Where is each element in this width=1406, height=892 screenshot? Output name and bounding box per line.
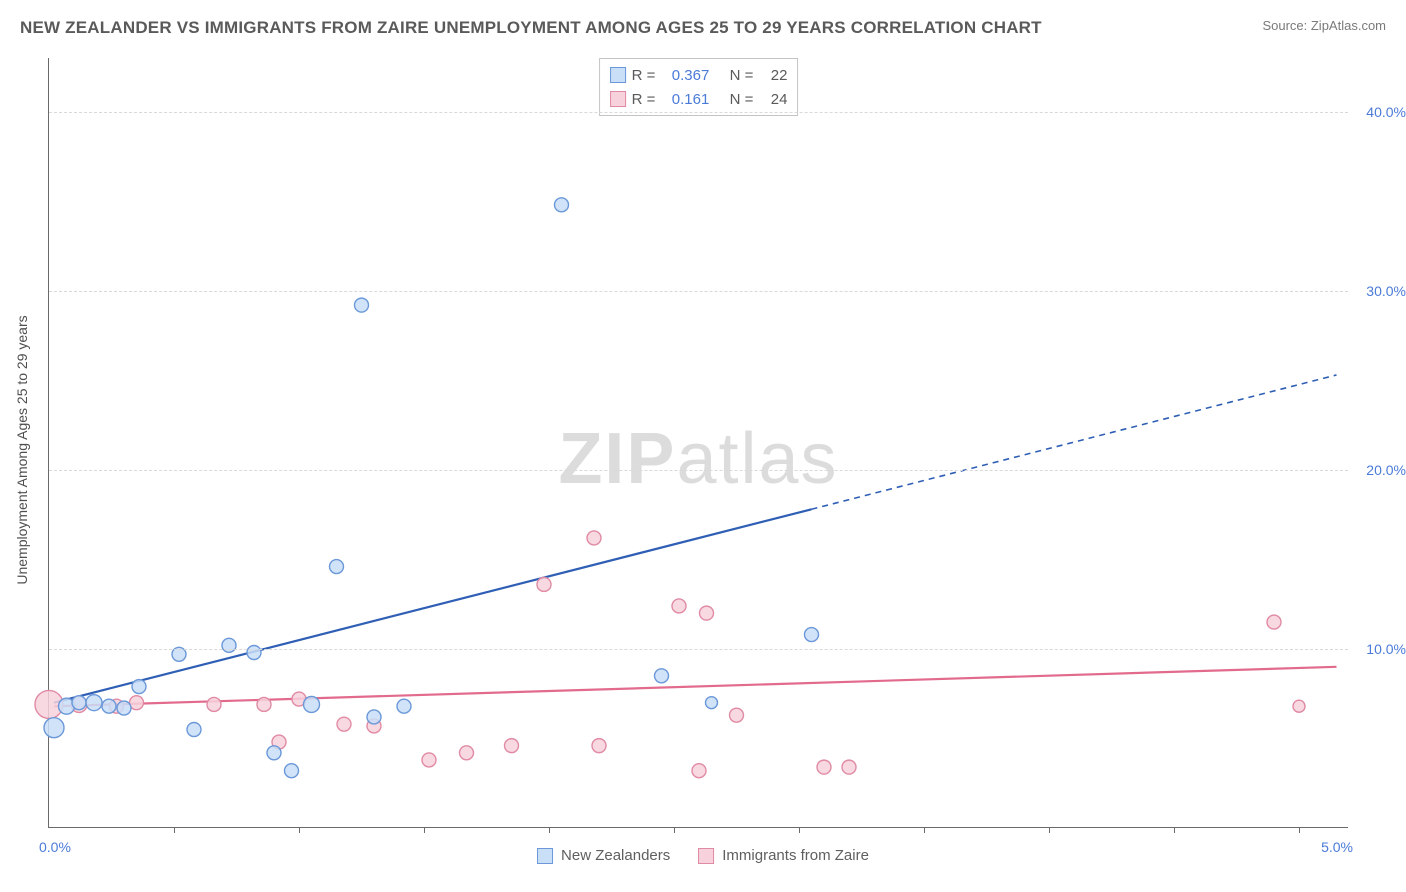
x-tick (1049, 827, 1050, 833)
x-tick (299, 827, 300, 833)
plot-area: ZIPatlas R = 0.367 N = 22 R = 0.161 N = … (48, 58, 1348, 828)
y-tick-label: 10.0% (1351, 641, 1406, 657)
x-origin-label: 0.0% (39, 839, 71, 855)
y-tick-label: 40.0% (1351, 104, 1406, 120)
x-tick (924, 827, 925, 833)
x-tick (1299, 827, 1300, 833)
legend-label-pink: Immigrants from Zaire (722, 847, 869, 864)
stats-row-pink: R = 0.161 N = 24 (610, 87, 788, 111)
n-value-blue: 22 (759, 67, 787, 84)
n-label-blue: N = (730, 67, 754, 84)
n-value-pink: 24 (759, 91, 787, 108)
r-value-blue: 0.367 (661, 67, 709, 84)
swatch-blue-icon (610, 67, 626, 83)
r-value-pink: 0.161 (661, 91, 709, 108)
legend-item-pink: Immigrants from Zaire (698, 847, 869, 864)
legend-label-blue: New Zealanders (561, 847, 670, 864)
y-axis-title: Unemployment Among Ages 25 to 29 years (14, 315, 30, 584)
y-tick-label: 30.0% (1351, 283, 1406, 299)
swatch-pink-icon (610, 91, 626, 107)
x-tick (174, 827, 175, 833)
series-legend: New Zealanders Immigrants from Zaire (537, 847, 869, 864)
x-tick (424, 827, 425, 833)
x-tick (1174, 827, 1175, 833)
chart-container: Unemployment Among Ages 25 to 29 years Z… (0, 50, 1406, 892)
header: NEW ZEALANDER VS IMMIGRANTS FROM ZAIRE U… (0, 0, 1406, 42)
stats-legend: R = 0.367 N = 22 R = 0.161 N = 24 (599, 58, 799, 116)
gridline (49, 112, 1348, 113)
stats-row-blue: R = 0.367 N = 22 (610, 63, 788, 87)
r-label-blue: R = (632, 67, 656, 84)
r-label-pink: R = (632, 91, 656, 108)
gridline (49, 470, 1348, 471)
x-end-label: 5.0% (1321, 839, 1353, 855)
chart-title: NEW ZEALANDER VS IMMIGRANTS FROM ZAIRE U… (20, 18, 1042, 38)
legend-swatch-pink-icon (698, 848, 714, 864)
scatter-svg (49, 58, 1348, 827)
x-tick (549, 827, 550, 833)
gridline (49, 649, 1348, 650)
x-tick (799, 827, 800, 833)
gridline (49, 291, 1348, 292)
legend-swatch-blue-icon (537, 848, 553, 864)
source-label: Source: ZipAtlas.com (1262, 18, 1386, 33)
x-tick (674, 827, 675, 833)
n-label-pink: N = (730, 91, 754, 108)
legend-item-blue: New Zealanders (537, 847, 670, 864)
y-tick-label: 20.0% (1351, 462, 1406, 478)
